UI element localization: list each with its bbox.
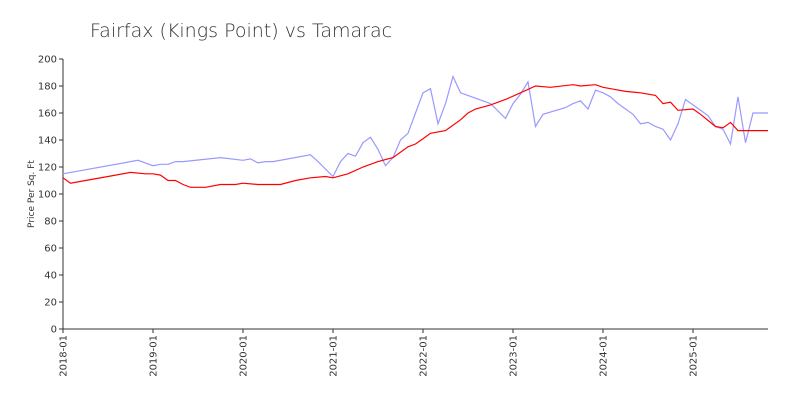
- y-tick-label: 180: [38, 82, 57, 93]
- y-tick-label: 60: [44, 244, 57, 255]
- y-axis-label: Price Per Sq. Ft: [27, 160, 37, 228]
- x-tick-label: 2018-01: [59, 335, 70, 377]
- y-tick-label: 40: [44, 271, 57, 282]
- y-tick-label: 80: [44, 217, 57, 228]
- x-tick-label: 2022-01: [419, 335, 430, 377]
- x-tick-label: 2023-01: [509, 335, 520, 377]
- x-tick-label: 2019-01: [149, 335, 160, 377]
- x-tick-label: 2024-01: [599, 335, 610, 377]
- y-tick-label: 140: [38, 136, 57, 147]
- y-tick-label: 200: [38, 55, 57, 66]
- y-tick-label: 160: [38, 109, 57, 120]
- series-line: [62, 74, 768, 178]
- y-tick-label: 120: [38, 163, 57, 174]
- y-tick-label: 20: [44, 298, 57, 309]
- x-tick-label: 2020-01: [239, 335, 250, 377]
- chart-title: Fairfax (Kings Point) vs Tamarac: [90, 20, 392, 42]
- series-line: [62, 84, 768, 188]
- y-tick-label: 100: [38, 190, 57, 201]
- x-tick-label: 2025-01: [689, 335, 700, 377]
- x-tick-label: 2021-01: [329, 335, 340, 377]
- y-tick-label: 0: [51, 325, 57, 336]
